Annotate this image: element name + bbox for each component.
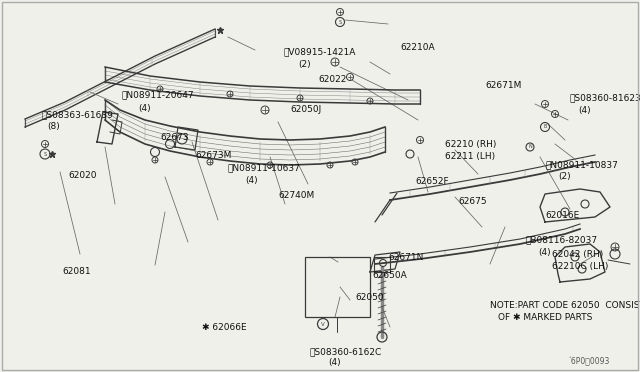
Text: ⓂS08363-61639: ⓂS08363-61639 (42, 110, 114, 119)
Text: 62210A: 62210A (400, 44, 435, 52)
Text: 62671N: 62671N (388, 253, 424, 263)
Text: ⒽN08911-10637: ⒽN08911-10637 (228, 164, 301, 173)
Text: (4): (4) (245, 176, 258, 185)
Text: (4): (4) (538, 247, 550, 257)
Text: 62016E: 62016E (545, 211, 579, 219)
Text: 62671M: 62671M (485, 80, 522, 90)
Text: ´6P0（0093: ´6P0（0093 (568, 357, 610, 366)
Text: ⒽN08911-10837: ⒽN08911-10837 (545, 160, 618, 170)
Text: S: S (339, 19, 342, 25)
Text: S: S (44, 151, 47, 157)
Text: 62650A: 62650A (372, 270, 407, 279)
Text: 62673: 62673 (160, 134, 189, 142)
Text: (2): (2) (558, 173, 571, 182)
Text: 62675: 62675 (458, 198, 486, 206)
Bar (305, 257, 370, 317)
Text: 62673M: 62673M (195, 151, 232, 160)
Text: N: N (528, 144, 532, 150)
Text: (4): (4) (328, 359, 340, 368)
Text: V: V (321, 321, 325, 327)
Text: (2): (2) (298, 61, 310, 70)
Text: (4): (4) (578, 106, 591, 115)
Text: ⓋV08915-1421A: ⓋV08915-1421A (283, 48, 355, 57)
Text: ✱ 62066E: ✱ 62066E (202, 324, 246, 333)
Text: ⓂS08360-6162C: ⓂS08360-6162C (310, 347, 382, 356)
Text: (8): (8) (47, 122, 60, 131)
Text: 62211 (LH): 62211 (LH) (445, 151, 495, 160)
Text: (4): (4) (138, 103, 150, 112)
Text: ⒽN08911-20647: ⒽN08911-20647 (122, 90, 195, 99)
Text: B: B (543, 125, 547, 129)
Text: 62050: 62050 (355, 294, 383, 302)
Text: 62652F: 62652F (415, 177, 449, 186)
Text: OF ✱ MARKED PARTS: OF ✱ MARKED PARTS (498, 312, 593, 321)
Text: 62210 (RH): 62210 (RH) (445, 141, 497, 150)
Text: NOTE:PART CODE 62050  CONSISTS: NOTE:PART CODE 62050 CONSISTS (490, 301, 640, 310)
Text: 62081: 62081 (62, 267, 91, 276)
Text: 62050J: 62050J (290, 106, 321, 115)
Text: 62022: 62022 (318, 76, 346, 84)
Text: 62740M: 62740M (278, 190, 314, 199)
Text: 62020: 62020 (68, 170, 97, 180)
Text: ⓂS08360-81623: ⓂS08360-81623 (570, 93, 640, 103)
Text: 62042 (RH): 62042 (RH) (552, 250, 604, 260)
Text: ⒴B08116-82037: ⒴B08116-82037 (525, 235, 597, 244)
Text: 62210C (LH): 62210C (LH) (552, 262, 609, 270)
